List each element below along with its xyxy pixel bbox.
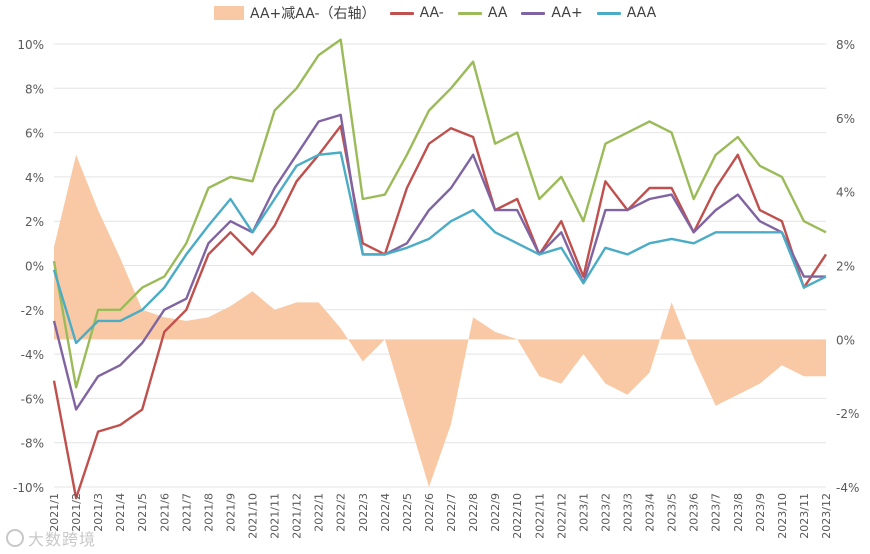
left-tick-label: 6% <box>25 127 44 141</box>
left-tick-label: 4% <box>25 171 44 185</box>
legend-item-aaa: AAA <box>596 5 657 21</box>
legend-swatch-aa <box>457 11 482 15</box>
left-tick-label: -6% <box>21 392 44 406</box>
x-tick-label: 2022/10 <box>511 493 524 539</box>
right-tick-label: 2% <box>836 260 855 274</box>
legend-label-spread: AA+减AA-（右轴） <box>250 6 376 22</box>
legend-swatch-aaa <box>596 11 621 15</box>
x-tick-label: 2022/12 <box>555 493 568 539</box>
right-axis: 8% 6% 4% 2% 0% -2% -4% <box>836 38 859 495</box>
x-tick-label: 2021/7 <box>180 493 193 532</box>
x-tick-label: 2023/6 <box>688 493 701 532</box>
x-tick-label: 2023/10 <box>776 493 789 539</box>
x-tick-label: 2023/5 <box>666 493 679 532</box>
left-tick-label: -4% <box>21 348 44 362</box>
x-tick-label: 2022/9 <box>489 493 502 532</box>
x-tick-label: 2021/4 <box>114 493 127 532</box>
series-line-aa-minus <box>52 124 827 500</box>
left-tick-label: 10% <box>17 38 44 52</box>
x-tick-label: 2021/9 <box>224 493 237 532</box>
right-tick-label: 8% <box>836 38 855 52</box>
spread-area <box>54 154 826 488</box>
legend-item-aa-minus: AA- <box>389 5 444 21</box>
legend-swatch-aa-minus <box>389 11 414 15</box>
x-tick-label: 2021/6 <box>158 493 171 532</box>
x-tick-label: 2022/5 <box>401 493 414 532</box>
x-tick-label: 2022/11 <box>533 493 546 539</box>
left-tick-label: -2% <box>21 304 44 318</box>
x-tick-label: 2023/2 <box>599 493 612 532</box>
x-tick-label: 2022/6 <box>423 493 436 532</box>
x-tick-label: 2021/10 <box>247 493 260 539</box>
x-tick-label: 2021/2 <box>70 493 83 532</box>
legend-swatch-spread <box>214 6 244 20</box>
x-tick-label: 2021/11 <box>269 493 282 539</box>
watermark-logo-icon <box>6 529 24 547</box>
x-tick-label: 2023/1 <box>577 493 590 532</box>
legend-label-aa-minus: AA- <box>419 5 444 21</box>
x-axis: 2021/1 2021/2 2021/3 2021/4 2021/5 2021/6 2021… <box>48 493 833 539</box>
left-tick-label: 0% <box>25 260 44 274</box>
legend-swatch-aa-plus <box>521 11 546 15</box>
right-tick-label: 6% <box>836 112 855 126</box>
series-line-aaa <box>52 151 827 345</box>
left-tick-label: 8% <box>25 82 44 96</box>
right-tick-label: -2% <box>836 407 859 421</box>
right-tick-label: -4% <box>836 481 859 495</box>
series-lines-layer <box>52 38 827 500</box>
x-tick-label: 2021/3 <box>92 493 105 532</box>
legend-label-aa-plus: AA+ <box>551 5 583 21</box>
x-tick-label: 2022/1 <box>313 493 326 532</box>
x-tick-label: 2022/4 <box>379 493 392 532</box>
chart-legend: AA+减AA-（右轴） AA- AA AA+ AAA <box>214 3 670 23</box>
legend-label-aa: AA <box>487 5 508 21</box>
x-tick-label: 2023/9 <box>754 493 767 532</box>
legend-label-aaa: AAA <box>626 5 657 21</box>
x-tick-label: 2022/7 <box>445 493 458 532</box>
right-tick-label: 0% <box>836 333 855 347</box>
x-tick-label: 2022/2 <box>335 493 348 532</box>
x-tick-label: 2022/8 <box>467 493 480 532</box>
x-tick-label: 2021/1 <box>48 493 61 532</box>
x-tick-label: 2021/12 <box>291 493 304 539</box>
series-line-aa <box>52 38 827 389</box>
x-tick-label: 2023/4 <box>644 493 657 532</box>
x-tick-label: 2021/8 <box>202 493 215 532</box>
x-tick-label: 2023/11 <box>798 493 811 539</box>
watermark: 大数跨境 <box>6 526 96 550</box>
x-tick-label: 2023/12 <box>820 493 833 539</box>
right-tick-label: 4% <box>836 186 855 200</box>
left-axis: 10% 8% 6% 4% 2% 0% -2% -4% -6% -8% -10% <box>13 38 44 495</box>
legend-item-aa: AA <box>457 5 508 21</box>
left-tick-label: -10% <box>13 481 44 495</box>
x-tick-label: 2022/3 <box>357 493 370 532</box>
left-tick-label: 2% <box>25 215 44 229</box>
x-tick-label: 2023/8 <box>732 493 745 532</box>
gridlines <box>54 43 826 488</box>
left-tick-label: -8% <box>21 437 44 451</box>
legend-item-spread: AA+减AA-（右轴） <box>214 3 376 23</box>
legend-item-aa-plus: AA+ <box>521 5 583 21</box>
x-tick-label: 2023/7 <box>710 493 723 532</box>
x-tick-label: 2021/5 <box>136 493 149 532</box>
watermark-text: 大数跨境 <box>28 530 97 549</box>
spread-area-layer <box>54 154 826 488</box>
x-tick-label: 2023/3 <box>621 493 634 532</box>
series-line-aa-plus <box>52 113 826 411</box>
